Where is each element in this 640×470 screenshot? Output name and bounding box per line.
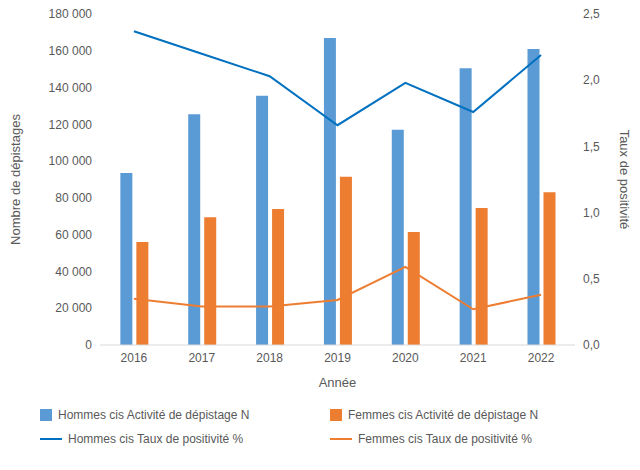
svg-text:40 000: 40 000 (55, 265, 92, 279)
svg-text:80 000: 80 000 (55, 191, 92, 205)
svg-text:2,0: 2,0 (583, 73, 600, 87)
svg-text:2022: 2022 (528, 351, 555, 365)
html-text:Femmes cis Taux de positivité: Femmes cis Taux de positivité % (358, 432, 532, 446)
svg-text:2019: 2019 (324, 351, 351, 365)
svg-text:180 000: 180 000 (49, 7, 93, 21)
svg-text:Taux de positivité: Taux de positivité (617, 130, 632, 230)
svg-text:2,5: 2,5 (583, 7, 600, 21)
svg-text:Nombre de dépistages: Nombre de dépistages (8, 114, 23, 245)
svg-text:2017: 2017 (188, 351, 215, 365)
svg-text:1,5: 1,5 (583, 140, 600, 154)
svg-text:Année: Année (319, 375, 357, 390)
html-text:Femmes cis Activité de dépista: Femmes cis Activité de dépistage N (348, 408, 539, 422)
svg-text:0: 0 (85, 338, 92, 352)
svg-text:140 000: 140 000 (49, 81, 93, 95)
svg-text:120 000: 120 000 (49, 118, 93, 132)
svg-text:0,0: 0,0 (583, 338, 600, 352)
svg-text:0,5: 0,5 (583, 272, 600, 286)
html-text:Hommes cis Activité de dépista: Hommes cis Activité de dépistage N (58, 408, 250, 422)
svg-text:1,0: 1,0 (583, 206, 600, 220)
svg-text:2018: 2018 (256, 351, 283, 365)
svg-text:2020: 2020 (392, 351, 419, 365)
svg-text:60 000: 60 000 (55, 228, 92, 242)
svg-text:2016: 2016 (121, 351, 148, 365)
svg-text:160 000: 160 000 (49, 44, 93, 58)
svg-text:2021: 2021 (460, 351, 487, 365)
svg-text:20 000: 20 000 (55, 301, 92, 315)
html-text:Hommes cis Taux de positivité: Hommes cis Taux de positivité % (68, 432, 244, 446)
svg-text:100 000: 100 000 (49, 154, 93, 168)
